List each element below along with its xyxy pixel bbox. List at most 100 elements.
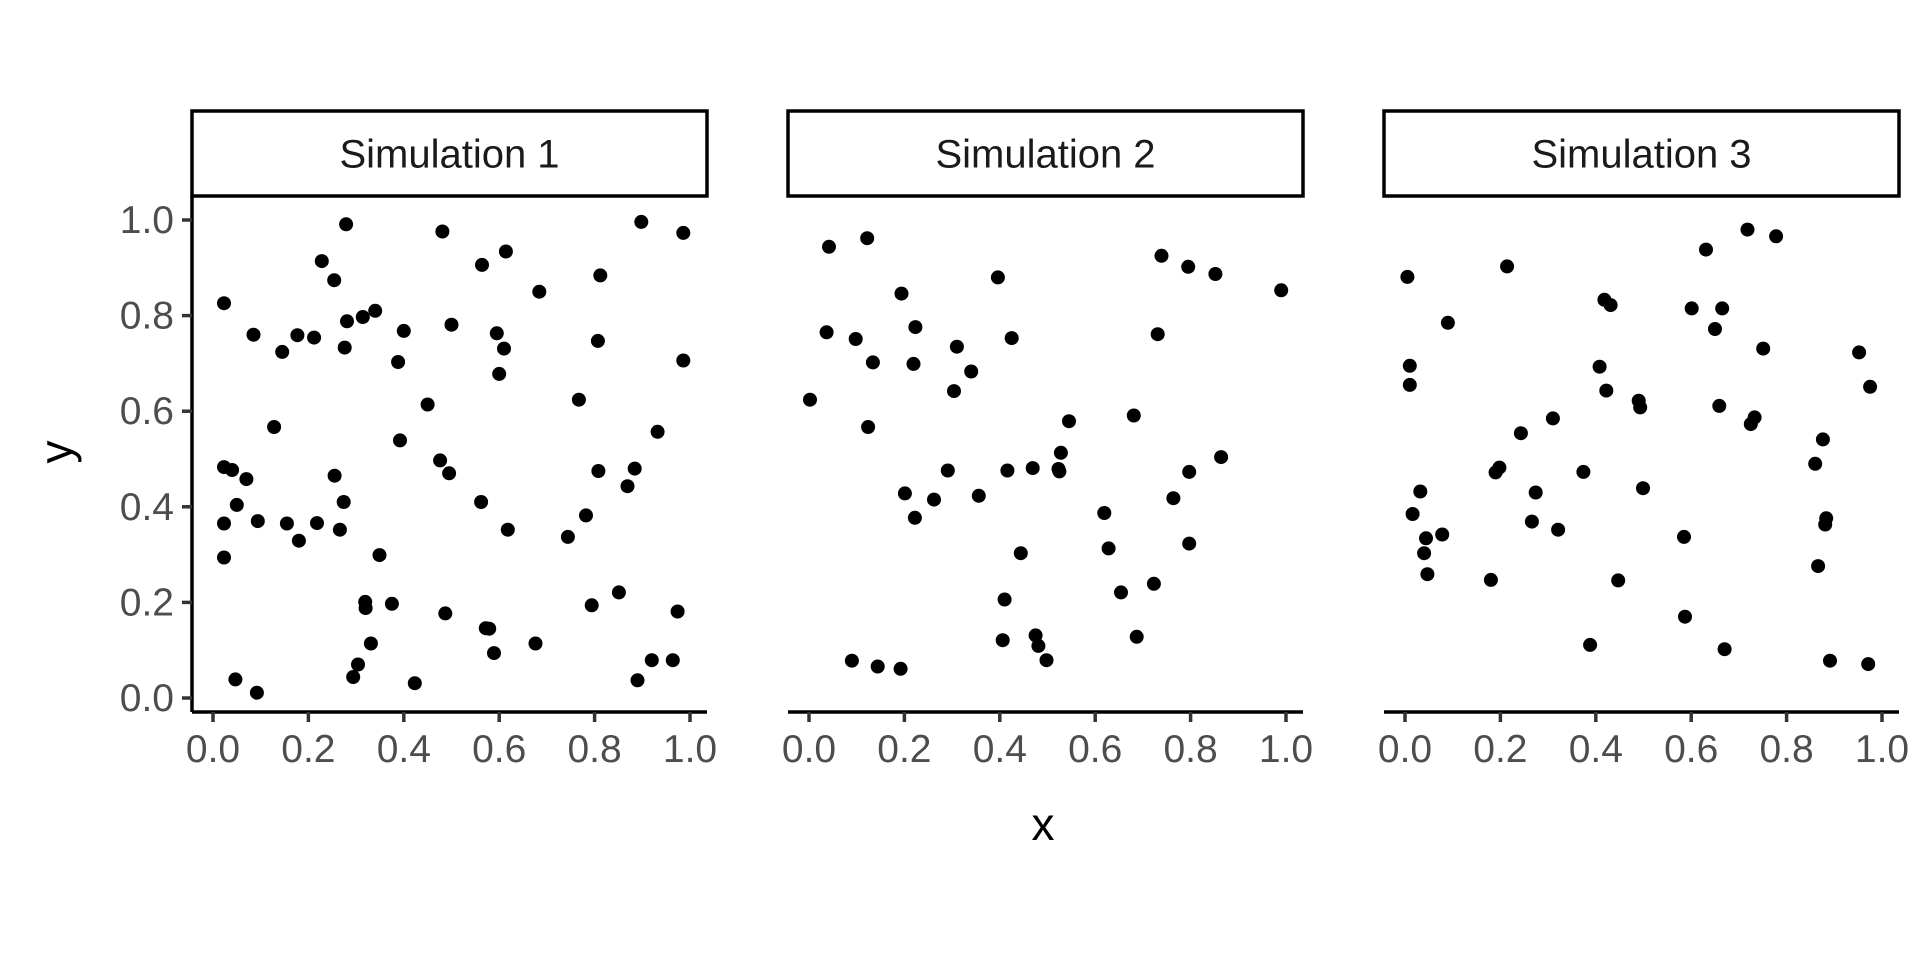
data-point [1712,398,1727,413]
data-point [314,254,329,269]
y-tick-label: 0.6 [120,390,174,433]
data-point [803,392,817,407]
data-point [1000,463,1015,478]
data-point [861,420,876,434]
x-axis-title: x [1032,798,1055,850]
data-point [1402,377,1417,392]
data-point [1819,511,1834,526]
x-tick-label: 0.6 [472,728,526,771]
data-point [435,224,450,239]
data-point [407,676,422,691]
data-point [1740,222,1755,237]
data-point [1114,585,1128,600]
data-point [584,598,599,613]
data-point [1402,358,1417,373]
facet-title-2: Simulation 2 [935,133,1155,177]
data-point [1636,481,1650,496]
data-point [500,522,515,537]
x-tick-label: 0.2 [877,728,931,771]
data-point [907,510,922,525]
data-point [1513,426,1528,441]
data-point [860,231,875,246]
data-point [1420,567,1435,582]
data-point [971,488,986,503]
y-tick-label: 0.0 [120,677,174,720]
data-point [474,495,489,509]
data-point [1861,657,1876,672]
data-point [1583,637,1598,652]
data-point [1611,573,1626,588]
data-point [1053,445,1068,460]
data-point [1717,642,1732,657]
data-point [532,284,547,299]
data-point [1166,491,1181,506]
data-point [1028,628,1043,643]
x-tick-label: 0.4 [1569,728,1623,771]
data-point [819,325,834,340]
data-point [1146,576,1161,591]
data-point [1708,322,1722,336]
data-point [1400,269,1415,284]
data-point [487,646,501,661]
panel-2: Simulation 2 0.0 0.2 0.4 0.6 0.8 1.0 [782,109,1313,771]
y-axis-title: y [30,441,82,464]
facet-title-3: Simulation 3 [1531,133,1751,177]
data-point [893,661,908,676]
data-point [475,257,489,272]
data-point [246,327,261,342]
facet-strip-1 [190,109,709,198]
data-point [590,333,605,348]
x-tick-label: 0.8 [1163,728,1217,771]
data-point [579,508,593,523]
facet-title-1: Simulation 1 [339,133,559,177]
data-point [290,328,305,343]
data-point [940,463,955,478]
x-tick-label: 1.0 [663,728,717,771]
x-tick-label: 0.2 [281,728,335,771]
data-point [336,495,351,509]
data-point [433,453,448,468]
data-point [1039,653,1054,668]
data-point [1154,248,1169,263]
x-tick-label: 0.6 [1664,728,1718,771]
y-tick-label: 1.0 [120,199,174,242]
data-point [1419,531,1433,546]
data-point [368,303,383,318]
data-point [489,326,504,341]
facet-strip-2 [786,109,1305,198]
data-point [1181,259,1196,274]
data-point [1863,379,1878,394]
data-point [627,461,642,476]
data-point [391,355,406,369]
data-point [1715,301,1730,316]
data-point [1852,345,1867,360]
data-point [327,468,342,483]
data-point [442,466,457,481]
data-point [665,653,680,668]
data-point [444,317,459,332]
data-point [346,670,361,684]
data-point [670,604,685,619]
data-point [339,217,354,232]
data-point [949,339,964,354]
x-tick-label: 0.8 [1759,728,1813,771]
data-point [1435,527,1450,542]
data-point [420,397,435,412]
data-point [1524,514,1539,529]
data-point [307,330,322,345]
data-point [1633,400,1648,415]
data-point [865,355,880,370]
data-point [964,364,979,379]
data-point [1808,456,1823,471]
data-point [848,332,863,346]
data-point [528,636,543,651]
data-point [267,420,282,434]
data-point [438,606,453,621]
data-point [1811,559,1826,574]
data-point [927,492,941,507]
data-point [498,244,513,259]
data-point [1684,301,1699,316]
data-point [363,636,378,651]
data-point [1182,536,1197,551]
